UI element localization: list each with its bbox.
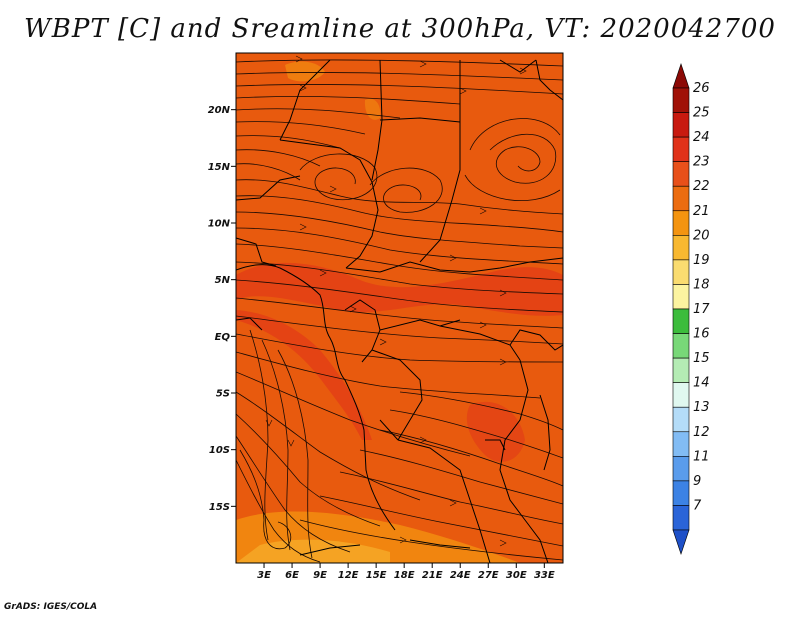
colorbar-label: 21 (693, 204, 710, 219)
colorbar-label: 16 (693, 327, 710, 342)
colorbar-top-arrow (672, 63, 690, 89)
lat-tick-label: 15S (209, 502, 230, 513)
colorbar-swatch (672, 259, 690, 285)
colorbar-label: 20 (693, 228, 710, 243)
lon-tick-label: 24E (450, 570, 471, 581)
lat-tick-label: 10S (209, 445, 230, 456)
colorbar-label: 23 (693, 155, 710, 170)
colorbar-swatch (672, 308, 690, 334)
cool-patch-north (285, 61, 325, 82)
longitude-axis: 3E 6E 9E 12E 15E 18E 21E 24E 27E 30E 33E (257, 563, 555, 581)
map-frame (235, 52, 564, 564)
lon-tick-label: 6E (285, 570, 299, 581)
warm-band-congo (236, 310, 372, 440)
colorbar-bottom-arrow (672, 529, 690, 555)
colorbar-label: 13 (693, 400, 710, 415)
warm-band-equatorial (236, 262, 563, 316)
colorbar-label: 7 (693, 498, 702, 513)
colorbar-swatch (672, 333, 690, 359)
colorbar-swatch (672, 431, 690, 457)
map-panel (235, 52, 564, 564)
lat-tick-label: 5S (216, 389, 230, 400)
lon-tick-label: 21E (422, 570, 443, 581)
colorbar-swatch (672, 406, 690, 433)
colorbar-label: 14 (693, 376, 710, 391)
colorbar-swatch (672, 235, 690, 261)
colorbar-swatch (672, 505, 690, 531)
streamlines (236, 59, 563, 563)
lat-tick-label: EQ (215, 332, 231, 343)
lon-tick-label: 3E (257, 570, 271, 581)
colorbar-label: 22 (693, 179, 710, 194)
lon-tick-label: 9E (313, 570, 327, 581)
streamline-arrows (265, 55, 527, 547)
colorbar-swatch (672, 357, 690, 383)
colorbar-swatch (672, 382, 690, 408)
colorbar-swatch (672, 210, 690, 236)
lat-tick-label: 15N (208, 162, 231, 173)
lon-tick-label: 33E (534, 570, 555, 581)
warm-patch-east (466, 401, 525, 462)
colorbar-swatch (672, 161, 690, 187)
colorbar-label: 17 (693, 302, 710, 317)
colorbar-label: 26 (693, 81, 710, 96)
colorbar-label: 25 (693, 106, 710, 121)
wbpt-shading (236, 61, 563, 563)
colorbar-label: 15 (693, 351, 710, 366)
country-borders (236, 59, 563, 563)
colorbar-swatch (672, 284, 690, 310)
lon-tick-label: 18E (394, 570, 415, 581)
colorbar-swatch (672, 456, 690, 482)
colorbar-swatch (672, 112, 690, 138)
lat-tick-label: 5N (215, 275, 231, 286)
lat-tick-label: 20N (208, 105, 231, 116)
lon-tick-label: 30E (506, 570, 527, 581)
lon-tick-label: 15E (366, 570, 387, 581)
latitude-axis: 20N 15N 10N 5N EQ 5S 10S 15S (208, 105, 236, 513)
lon-tick-label: 27E (478, 570, 499, 581)
grads-credit: GrADS: IGES/COLA (4, 602, 98, 612)
figure-title: WBPT [C] and Sreamline at 300hPa, VT: 20… (24, 14, 776, 44)
colorbar-label: 12 (693, 425, 710, 440)
colorbar-swatch (672, 136, 690, 162)
colorbar: 26 25 24 23 22 21 20 19 18 17 16 15 14 13 12 11 9 7 (672, 63, 710, 555)
colorbar-label: 11 (693, 449, 710, 464)
colorbar-label: 19 (693, 253, 710, 268)
colorbar-swatch (672, 87, 690, 113)
lon-tick-label: 12E (338, 570, 359, 581)
colorbar-swatch (672, 185, 690, 212)
lat-tick-label: 10N (208, 219, 231, 230)
colorbar-label: 24 (693, 130, 710, 145)
colorbar-label: 9 (693, 474, 701, 489)
colorbar-label: 18 (693, 277, 710, 292)
colorbar-swatch (672, 480, 690, 506)
